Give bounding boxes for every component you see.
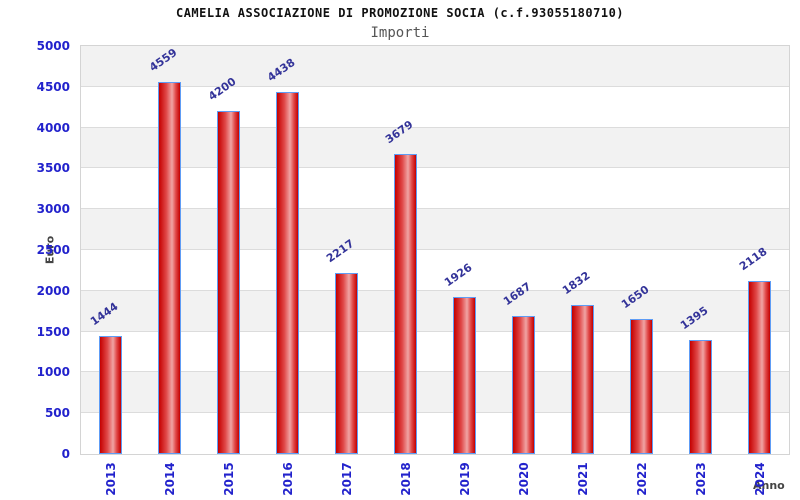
- bar: [512, 316, 535, 454]
- x-tick-label: 2017: [339, 462, 354, 496]
- x-tick-label: 2020: [516, 462, 531, 496]
- bar: [571, 304, 594, 454]
- x-tick-label: 2024: [752, 462, 767, 496]
- x-tick-label: 2013: [103, 462, 118, 496]
- y-tick-label: 4500: [36, 79, 70, 94]
- bar: [394, 153, 417, 454]
- bar: [630, 319, 653, 454]
- grid-band: [81, 250, 789, 291]
- y-tick-label: 4000: [36, 120, 70, 135]
- plot-area: 1444 4559 4200 4438 2217 3679 1926 1687 1832 1650…: [80, 45, 790, 455]
- x-axis-title: Anno: [753, 479, 785, 492]
- gridline: [81, 330, 789, 332]
- x-tick-label: 2018: [398, 462, 413, 496]
- bar: [158, 82, 181, 454]
- y-tick-label: 0: [61, 447, 70, 461]
- bar: [335, 273, 358, 454]
- bar: [99, 336, 122, 454]
- bar: [276, 91, 299, 454]
- y-tick-label: 2000: [36, 283, 70, 298]
- gridline: [81, 289, 789, 291]
- x-tick-label: 2021: [575, 462, 590, 496]
- gridline: [81, 249, 789, 250]
- x-tick-label: 2016: [280, 462, 295, 496]
- grid-band: [81, 127, 789, 169]
- y-tick-label: 3000: [36, 202, 70, 217]
- bar: [217, 111, 240, 454]
- x-tick-label: 2022: [634, 462, 649, 496]
- grid-band: [81, 46, 789, 87]
- chart-title: CAMELIA ASSOCIAZIONE DI PROMOZIONE SOCIA…: [175, 6, 625, 20]
- y-tick-label: 1000: [36, 365, 70, 380]
- y-tick-label: 3500: [36, 161, 70, 176]
- y-tick-label: 5000: [36, 39, 70, 53]
- bar: [689, 340, 712, 454]
- x-tick-label: 2015: [221, 462, 236, 496]
- gridline: [81, 371, 789, 373]
- x-tick-label: 2014: [162, 462, 177, 496]
- grid-band: [81, 168, 789, 210]
- grid-band: [81, 290, 789, 332]
- x-tick-label: 2023: [693, 462, 708, 496]
- grid-band: [81, 86, 789, 128]
- gridline: [81, 412, 789, 414]
- grid-band: [81, 331, 789, 373]
- grid-band: [81, 413, 789, 454]
- gridline: [81, 167, 789, 169]
- gridline: [81, 126, 789, 128]
- x-tick-label: 2019: [457, 462, 472, 496]
- bar: [748, 281, 771, 454]
- y-tick-label: 1500: [36, 324, 70, 339]
- gridline: [81, 85, 789, 87]
- gridline: [81, 208, 789, 210]
- chart-subtitle: Importi: [370, 25, 430, 41]
- grid-band: [81, 209, 789, 250]
- bar: [453, 296, 476, 454]
- grid-band: [81, 372, 789, 414]
- y-tick-label: 2500: [36, 243, 70, 257]
- y-tick-label: 500: [44, 406, 70, 421]
